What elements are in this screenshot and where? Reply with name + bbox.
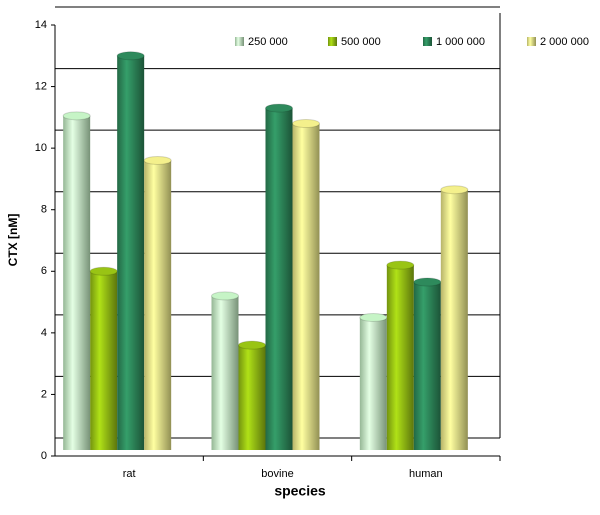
bar [265,108,293,450]
y-tick-label: 2 [41,388,47,400]
y-tick-label: 6 [41,265,47,277]
bar [63,115,91,450]
legend-swatch [235,37,244,46]
legend-swatch [527,37,536,46]
bar [359,317,387,450]
legend-label: 250 000 [248,36,288,48]
bar [144,160,172,450]
x-tick-label: bovine [261,468,293,480]
legend-label: 2 000 000 [540,36,589,48]
bar-cap [62,111,91,121]
bar [386,265,414,450]
legend-swatch [423,37,432,46]
bar [90,271,118,450]
legend-label: 1 000 000 [436,36,485,48]
y-tick-label: 0 [41,450,47,462]
bar-cap [292,119,320,129]
bar-cap [238,340,266,350]
bar-cap [116,51,145,61]
bar [413,282,441,450]
bar-cap [386,260,415,270]
bar-cap [359,312,388,322]
bar [440,189,468,451]
bar-cap [211,291,239,301]
bar-cap [413,277,442,287]
y-tick-label: 10 [35,142,47,154]
y-tick-label: 14 [35,19,47,31]
bar-cap [143,155,172,165]
bar [117,55,145,451]
bar-cap [89,266,118,276]
y-tick-label: 8 [41,204,47,216]
x-tick-label: human [409,468,443,480]
x-axis-label: species [274,483,326,499]
legend-swatch [328,37,337,46]
y-axis-label: CTX [nM] [6,214,20,267]
bar [211,295,239,450]
bar [292,123,320,450]
x-tick-label: rat [123,468,136,480]
bar [238,345,266,450]
bar-cap [440,185,469,195]
y-tick-label: 12 [35,80,47,92]
bar-cap [265,103,293,113]
y-tick-label: 4 [41,327,47,339]
legend-label: 500 000 [341,36,381,48]
